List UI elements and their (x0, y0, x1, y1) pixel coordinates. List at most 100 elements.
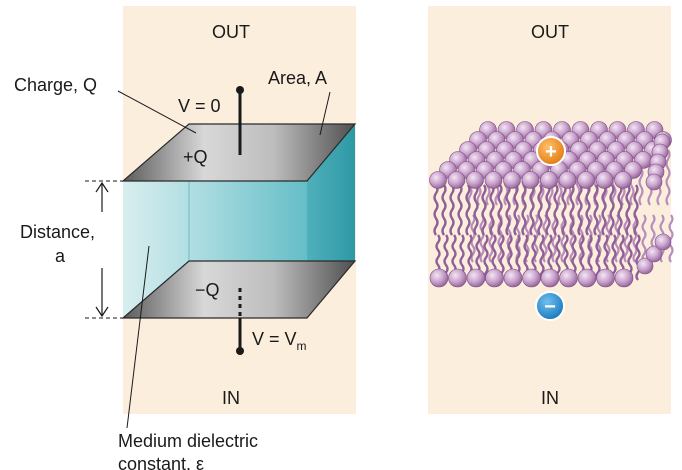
lipid-tail (441, 184, 447, 236)
lipid-tail (529, 184, 535, 236)
top-electrode-terminal (236, 86, 244, 94)
capacitor-in-label: IN (222, 388, 240, 408)
lipid-tail (595, 234, 601, 281)
lipid-tail (433, 184, 439, 236)
lipid-head (645, 245, 663, 263)
lipid-head (448, 268, 467, 288)
lipid-tail (497, 184, 503, 236)
distance-arrowhead-top (95, 181, 109, 193)
lipid-tail (601, 184, 607, 236)
lipid-tail (635, 234, 641, 281)
lipid-head (429, 171, 447, 189)
lipid-head (654, 233, 672, 251)
anion: − (535, 291, 565, 321)
medium-label-line2: constant, ε (118, 454, 204, 470)
cation-symbol: + (545, 141, 557, 163)
lipid-head (522, 268, 541, 288)
lipid-head (558, 171, 577, 189)
lipid-tail (633, 184, 639, 236)
lipid-head (577, 268, 597, 288)
lipid-tail (457, 184, 463, 236)
lipid-tail (611, 234, 617, 281)
membrane-out-label: OUT (531, 22, 569, 42)
lipid-tail (449, 184, 455, 236)
bottom-voltage-prefix: V = V (252, 329, 297, 349)
anion-circle (535, 291, 565, 321)
lipid-head (636, 257, 654, 275)
lipid-head (503, 171, 521, 189)
lipid-tail (617, 184, 623, 236)
bottom-voltage-label: V = Vm (252, 329, 307, 353)
distance-label-line1: Distance, (20, 222, 95, 242)
lipid-head (645, 173, 663, 191)
lipid-tail (551, 214, 557, 263)
charge-label: Charge, Q (14, 75, 97, 95)
lipid-tail (665, 149, 671, 206)
lipid-tail (668, 214, 674, 263)
lipid-head (577, 171, 595, 189)
lipid-tail (641, 214, 647, 263)
lipid-head (447, 171, 466, 189)
lipid-tail (561, 184, 567, 236)
lipid-head (503, 268, 523, 288)
lipid-tail (542, 214, 548, 263)
plus-q-label: +Q (183, 147, 208, 167)
area-leader-line (319, 91, 331, 136)
lipid-head (521, 171, 540, 189)
lipid-tail (609, 184, 615, 236)
lipid-tail (569, 214, 575, 263)
lipid-tail (521, 184, 527, 236)
lipid-head (466, 268, 486, 288)
minus-q-label: −Q (195, 280, 220, 300)
lipid-tail (553, 184, 559, 236)
distance-arrowhead-bottom (95, 306, 109, 318)
lipid-tail (623, 214, 629, 263)
capacitor-out-label: OUT (212, 22, 250, 42)
lipid-tail (539, 234, 545, 281)
lipid-tail (489, 184, 495, 236)
lipid-tail (560, 214, 566, 263)
membrane-panel-background (428, 6, 671, 414)
anion-symbol: − (544, 296, 556, 318)
lipid-tail (479, 214, 485, 263)
area-label: Area, A (268, 68, 327, 88)
lipid-tail (499, 234, 505, 281)
bottom-electrode-terminal (236, 347, 244, 355)
lipid-head (559, 268, 578, 288)
top-voltage-label: V = 0 (178, 96, 221, 116)
lipid-tail (470, 214, 476, 263)
distance-label-line2: a (55, 246, 66, 266)
lipid-tail (593, 184, 599, 236)
lipid-head (540, 268, 560, 288)
lipid-head (429, 268, 449, 288)
lipid-tail (569, 184, 575, 236)
lipid-tail (577, 184, 583, 236)
lipid-head (614, 268, 634, 288)
lipid-tail (632, 214, 638, 263)
lipid-tail (488, 214, 494, 263)
medium-leader-line (126, 245, 150, 429)
lipid-tail (555, 234, 561, 281)
lipid-tail (483, 234, 489, 281)
lipid-head (614, 171, 632, 189)
membrane-in-label: IN (541, 388, 559, 408)
lipid-tail (513, 184, 519, 236)
lipid-bilayer (429, 121, 674, 288)
lipid-head (540, 171, 558, 189)
cation: + (536, 136, 566, 166)
lipid-head (595, 171, 614, 189)
bottom-voltage-subscript: m (297, 339, 307, 353)
lipid-tail (614, 214, 620, 263)
medium-label-line1: Medium dielectric (118, 431, 258, 451)
lipid-tail (505, 184, 511, 236)
lipid-head (485, 268, 504, 288)
lipid-tail (625, 184, 631, 236)
cation-circle (536, 136, 566, 166)
charge-leader-line (117, 90, 197, 134)
lipid-head (484, 171, 503, 189)
lipid-tail (481, 184, 487, 236)
lipid-tail (465, 184, 471, 236)
lipid-tail (537, 184, 543, 236)
